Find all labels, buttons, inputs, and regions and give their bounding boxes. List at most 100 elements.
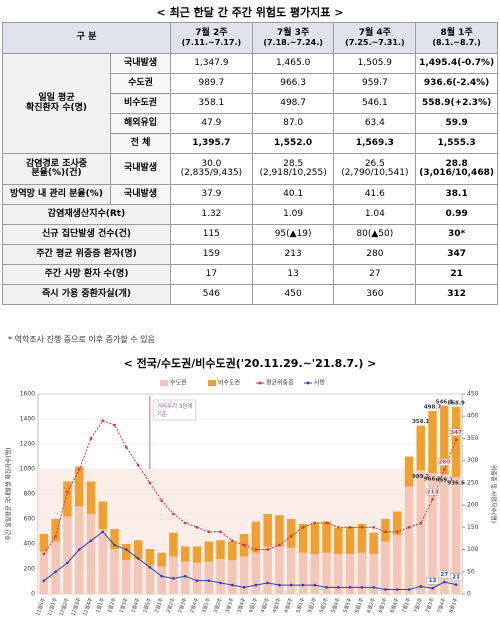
cell: 17 [170,264,253,285]
row-item: 국내발생 [109,53,172,74]
header-week: 7월 4주 [358,28,391,39]
line-point [183,521,187,525]
y2-axis-title: 위중증 및 사망자수(명) [490,465,498,523]
cell: 347 [415,244,498,265]
x-tick-label: 12월4주 [81,596,94,616]
bar [98,501,108,529]
x-tick-label: 12월1주 [46,596,59,616]
bar [180,561,190,594]
line-point [431,586,434,590]
x-tick-label: 7월3주 [424,596,436,613]
y2-tick-label: 400 [467,413,479,420]
line-point [360,586,364,589]
line-point [407,588,411,591]
table-row: 해외유입 47.9 87.0 63.4 59.9 [3,113,498,134]
header-week: 8월 1주 [440,28,473,39]
line-point [66,490,69,494]
header-dates: (7.11.~7.17.) [181,37,242,47]
point-label: 347 [450,430,462,436]
bar [204,561,214,594]
line-point [77,468,81,471]
cell: 40.1 [251,184,335,205]
cell: 28.5 (2,918/10,255) [251,153,335,185]
legend-swatch [258,381,262,385]
cell: 30.0 (2,835/9,435) [170,153,253,185]
bar [428,473,437,594]
bar [345,526,355,554]
x-tick-label: 4월3주 [271,596,283,613]
group-label: 주간 사망 환자 수(명) [1,264,172,285]
legend-swatch [160,380,168,386]
header-cell: 7월 2주 (7.11.~7.17.) [170,22,253,54]
bar [416,425,426,471]
bar [286,519,296,548]
line [43,531,457,591]
table-row: 전 체 1,395.7 1,552.0 1,569.3 1,555.3 [3,133,498,154]
y2-tick-label: 50 [467,568,475,575]
line-point [101,530,105,534]
cell: 47.9 [170,113,253,134]
y-tick-label: 1000 [20,466,35,473]
x-tick-label: 1월3주 [118,596,130,613]
line-point [266,548,269,551]
y2-tick-label: 100 [467,546,479,553]
y2-tick-label: 250 [467,479,479,486]
cell: 80(▲50) [333,224,417,245]
line-point [254,548,258,551]
legend-label: 사망 [314,379,326,387]
x-tick-label: 6월3주 [377,596,389,613]
x-tick-label: 3월3주 [224,596,236,613]
line-point [266,581,269,585]
bar [251,521,261,553]
header-week: 7월 2주 [195,28,228,39]
cell: 280 [333,244,417,265]
bar [345,554,355,594]
line-point [337,586,340,589]
y2-tick-label: 450 [467,391,479,398]
line-point [89,437,93,440]
bar [298,552,308,594]
header-dates: (7.18.~7.24.) [263,37,323,47]
table-title: < 최근 한달 간 주간 위험도 평가지표 > [156,6,344,19]
cell: 13 [251,264,335,285]
table-row: 즉시 가용 중환자실(개) 546 450 360 312 [1,284,498,305]
table-row: 주간 평균 위중증 환자(명) 159 213 280 347 [1,244,498,265]
x-tick-label: 12월3주 [70,596,83,616]
bar [369,554,378,594]
y-tick-label: 1200 [20,441,35,448]
line-point [219,581,222,585]
bar [310,522,320,554]
line-point [395,530,399,534]
x-tick-label: 2월4주 [188,596,200,613]
cell: 28.8 (3,016/10,468) [415,153,498,185]
chart-title: < 전국/수도권/비수도권('20.11.29.~'21.8.7.) > [123,357,377,370]
line [43,420,457,555]
line-point [289,583,293,587]
line-point [113,543,116,547]
y-tick-label: 600 [24,516,36,523]
line-point [313,583,317,587]
bar [275,515,284,547]
cell: 37.9 [170,184,253,205]
x-tick-label: 1월1주 [94,596,106,613]
line-point [278,583,281,587]
bar-label: 558.9 [447,401,465,407]
line-point [207,579,211,582]
bar [357,552,367,594]
group-label: 감염경로 조사중 분율(%)(건) [2,153,111,185]
bar [204,541,214,562]
bar [286,547,296,594]
annotation-text: 거리두기 3단계 기준 [157,402,193,418]
line-point [66,561,69,565]
row-item: 수도권 [109,73,172,94]
table-row: 주간 사망 환자 수(명) 17 13 27 21 [1,264,498,285]
x-tick-label: 1월5주 [141,596,153,613]
header-dates: (7.25.~7.31.) [345,37,405,47]
x-tick-label: 1월2주 [106,596,118,613]
x-tick-label: 5월4주 [330,596,342,613]
x-tick-label: 3월4주 [235,596,247,613]
x-tick-label: 5월1주 [294,596,306,613]
bar [322,521,331,553]
line-point [54,534,57,538]
x-tick-label: 3월1주 [200,596,212,613]
